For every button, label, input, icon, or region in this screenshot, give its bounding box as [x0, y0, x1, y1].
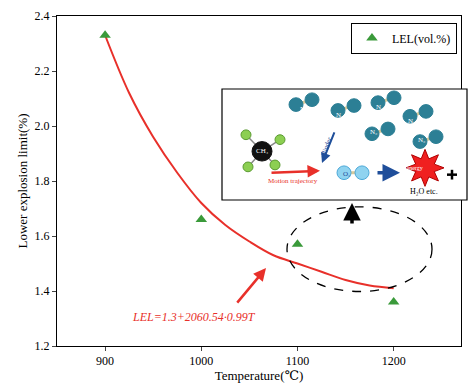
- svg-text:LEL(vol.%): LEL(vol.%): [392, 32, 450, 46]
- svg-text:1100: 1100: [286, 354, 310, 368]
- svg-text:1200: 1200: [382, 354, 406, 368]
- svg-text:N₂: N₂: [300, 105, 308, 113]
- svg-text:H₂O etc.: H₂O etc.: [410, 187, 438, 196]
- svg-text:N₂: N₂: [376, 103, 384, 111]
- svg-text:2.0: 2.0: [35, 119, 50, 133]
- svg-text:N₂: N₂: [336, 111, 344, 119]
- svg-text:Hinder: Hinder: [320, 136, 334, 158]
- svg-text:1000: 1000: [189, 354, 213, 368]
- svg-text:Motion trajectory: Motion trajectory: [268, 177, 318, 185]
- svg-text:CH₄: CH₄: [256, 147, 269, 155]
- svg-text:N₂: N₂: [418, 136, 426, 144]
- svg-text:1.8: 1.8: [35, 174, 50, 188]
- svg-text:900: 900: [96, 354, 114, 368]
- svg-text:2.2: 2.2: [35, 64, 50, 78]
- svg-text:1.6: 1.6: [35, 229, 50, 243]
- svg-text:O₂: O₂: [343, 170, 351, 178]
- svg-text:Temperature(℃): Temperature(℃): [215, 368, 304, 383]
- svg-text:N₂: N₂: [370, 128, 378, 136]
- svg-text:1.4: 1.4: [35, 284, 50, 298]
- svg-text:2.4: 2.4: [35, 9, 50, 23]
- svg-text:1.2: 1.2: [35, 339, 50, 353]
- svg-text:LEL=1.3+2060.54·0.99T: LEL=1.3+2060.54·0.99T: [132, 310, 256, 324]
- svg-text:Less energy: Less energy: [394, 165, 423, 171]
- svg-text:N₂: N₂: [408, 117, 416, 125]
- svg-text:Lower explosion limit(%): Lower explosion limit(%): [15, 113, 30, 248]
